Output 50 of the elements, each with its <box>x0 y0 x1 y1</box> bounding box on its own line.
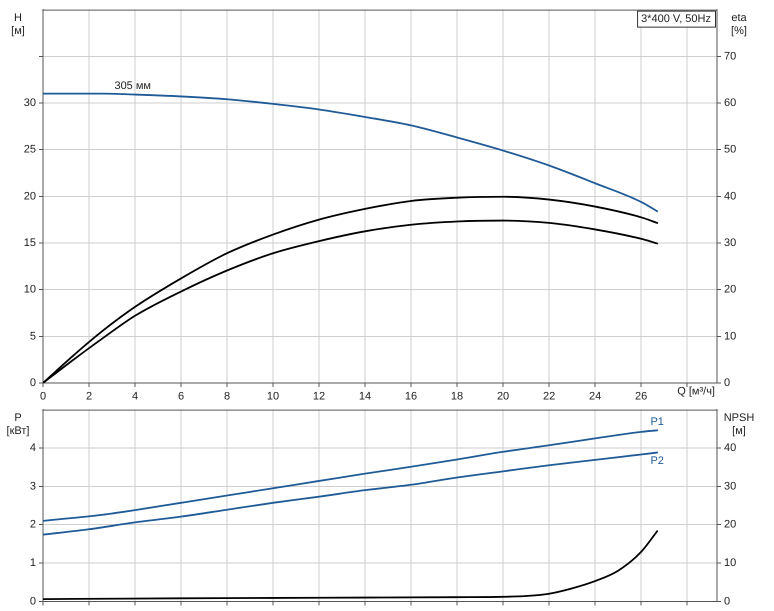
x-tick-label: 26 <box>634 390 648 403</box>
y2-tick-label: 0 <box>724 595 730 608</box>
x-tick-label: 22 <box>542 390 556 403</box>
x-tick-label: 10 <box>266 390 280 403</box>
y2-tick-label: 10 <box>724 557 736 570</box>
y2-tick-label: 40 <box>724 190 736 202</box>
y-tick-label: 10 <box>24 284 36 296</box>
y-axis-title: H [м] <box>11 12 25 38</box>
series-label: P1 <box>650 416 664 428</box>
x-tick-label: 16 <box>404 390 418 403</box>
y2-tick-label: 70 <box>724 50 736 62</box>
y2-tick-label: 20 <box>724 518 736 531</box>
y-tick-label: 15 <box>24 237 36 250</box>
x-tick-label: 24 <box>588 390 602 403</box>
x-tick-label: 14 <box>358 390 372 403</box>
y2-tick-label: 20 <box>724 284 736 296</box>
line-series <box>43 92 658 212</box>
x-tick-label: 18 <box>450 390 464 403</box>
series-label: P2 <box>650 455 664 468</box>
y-tick-label: 20 <box>24 190 36 202</box>
x-tick-label: 6 <box>178 390 184 403</box>
x-tick-label: 20 <box>496 390 510 403</box>
y2-tick-label: 50 <box>724 144 736 156</box>
y2-tick-label: 0 <box>724 377 730 390</box>
x-tick-label: 0 <box>40 390 46 403</box>
y-tick-label: 0 <box>30 377 36 390</box>
y-tick-label: 0 <box>30 595 36 608</box>
y-tick-label: 25 <box>24 144 36 156</box>
y-tick-label: 3 <box>30 480 36 492</box>
x-tick-label: 8 <box>224 390 230 403</box>
y-tick-label: 2 <box>30 518 36 531</box>
y-tick-label: 1 <box>30 557 36 570</box>
x-tick-label: 2 <box>86 390 92 403</box>
chart-title: 3*400 V, 50Hz <box>641 13 711 26</box>
y2-tick-label: 30 <box>724 480 736 492</box>
y2-tick-label: 40 <box>724 442 736 454</box>
x-tick-label: 4 <box>132 390 138 403</box>
y-tick-label: 4 <box>30 442 36 454</box>
x-axis-title: Q [м³/ч] <box>677 386 715 398</box>
annotation: 305 мм <box>114 80 151 92</box>
y2-axis-title: eta [%] <box>731 12 748 38</box>
y2-axis-title: NPSH [м] <box>724 412 754 438</box>
y2-tick-label: 60 <box>724 96 736 109</box>
line-series <box>43 530 658 600</box>
y-tick-label: 5 <box>30 330 36 342</box>
y2-tick-label: 30 <box>724 237 736 250</box>
y2-tick-label: 10 <box>724 330 736 342</box>
y-tick-label: 30 <box>24 96 36 109</box>
y-axis-title: P [кВт] <box>6 412 30 438</box>
x-tick-label: 12 <box>312 390 326 403</box>
